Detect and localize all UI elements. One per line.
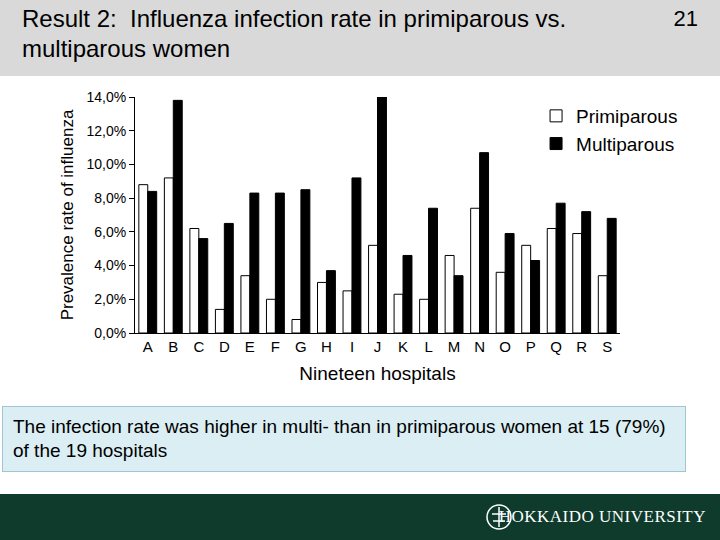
svg-text:10,0%: 10,0%	[86, 156, 126, 172]
svg-text:A: A	[143, 338, 153, 355]
svg-text:D: D	[219, 338, 230, 355]
svg-text:4,0%: 4,0%	[94, 257, 126, 273]
svg-text:G: G	[295, 338, 307, 355]
svg-text:12,0%: 12,0%	[86, 123, 126, 139]
svg-text:2,0%: 2,0%	[94, 291, 126, 307]
svg-text:R: R	[576, 338, 587, 355]
html-text:21: 21	[673, 6, 698, 31]
svg-text:L: L	[424, 338, 432, 355]
svg-text:E: E	[245, 338, 255, 355]
svg-text:O: O	[499, 338, 511, 355]
html-text:The infection rate was higher: The infection rate was higher in multi- …	[13, 416, 666, 461]
svg-text:S: S	[602, 338, 612, 355]
html-text:HOKKAIDO UNIVERSITY: HOKKAIDO UNIVERSITY	[498, 507, 706, 526]
svg-text:B: B	[168, 338, 178, 355]
svg-text:0,0%: 0,0%	[94, 325, 126, 341]
svg-text:C: C	[193, 338, 204, 355]
svg-text:J: J	[374, 338, 382, 355]
svg-text:14,0%: 14,0%	[86, 89, 126, 105]
svg-text:M: M	[448, 338, 461, 355]
svg-text:K: K	[398, 338, 408, 355]
html-text:Result 2: Influenza infection: Result 2: Influenza infection rate in pr…	[22, 5, 573, 62]
svg-text:Q: Q	[550, 338, 562, 355]
svg-text:Multiparous: Multiparous	[576, 134, 674, 155]
svg-text:Nineteen hospitals: Nineteen hospitals	[299, 363, 455, 384]
svg-text:Prevalence rate of influenza: Prevalence rate of influenza	[58, 109, 77, 320]
svg-text:F: F	[271, 338, 280, 355]
svg-text:6,0%: 6,0%	[94, 224, 126, 240]
svg-text:H: H	[321, 338, 332, 355]
svg-text:N: N	[474, 338, 485, 355]
svg-text:I: I	[350, 338, 354, 355]
svg-text:8,0%: 8,0%	[94, 190, 126, 206]
svg-text:Primiparous: Primiparous	[576, 106, 677, 127]
svg-text:P: P	[526, 338, 536, 355]
